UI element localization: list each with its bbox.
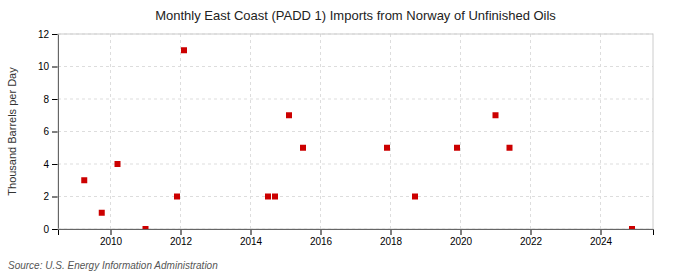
tick-mark (461, 229, 462, 235)
point (272, 194, 278, 200)
x-axis: 2010 2012 2014 2016 2018 2020 2022 2024 (59, 229, 654, 247)
tick: 4 (43, 159, 58, 170)
axis-line (59, 230, 654, 236)
tick-mark (601, 229, 602, 235)
point (115, 161, 121, 167)
point (174, 194, 180, 200)
tick-mark (111, 229, 112, 235)
tick-mark (181, 229, 182, 235)
point (81, 177, 87, 183)
tick-label: 2010 (100, 236, 123, 247)
tick-label: 2012 (170, 236, 193, 247)
point (629, 226, 635, 229)
tick-label: 2022 (520, 236, 543, 247)
grid (58, 34, 653, 229)
tick-mark (52, 197, 58, 198)
grid-line (320, 34, 321, 229)
y-axis-title: Thousand Barrels per Day (6, 67, 18, 196)
tick-mark (52, 67, 58, 68)
tick-label: 2020 (450, 236, 473, 247)
tick-label: 10 (38, 61, 50, 72)
plot-frame (58, 34, 653, 229)
grid-line (58, 131, 653, 132)
tick: 2 (43, 191, 58, 202)
points (81, 47, 635, 229)
point (181, 47, 187, 53)
point (286, 112, 292, 118)
point (507, 145, 513, 151)
point (143, 226, 149, 229)
tick-label: 0 (43, 224, 49, 235)
tick: 0 (43, 224, 58, 235)
tick: 2014 (240, 229, 263, 247)
tick-mark (52, 34, 58, 35)
tick-label: 2016 (310, 236, 333, 247)
tick-label: 8 (43, 94, 49, 105)
tick-mark (52, 229, 58, 230)
tick-mark (52, 164, 58, 165)
point (384, 145, 390, 151)
tick-mark (52, 99, 58, 100)
tick-label: 2024 (590, 236, 613, 247)
tick: 10 (38, 61, 58, 72)
tick: 2012 (170, 229, 193, 247)
point (99, 210, 105, 216)
grid-line (530, 34, 531, 229)
point (493, 112, 499, 118)
tick: 8 (43, 94, 58, 105)
tick: 2024 (590, 229, 613, 247)
tick: 6 (43, 126, 58, 137)
point (265, 194, 271, 200)
chart: 2010 2012 2014 2016 2018 2020 2022 2024 0 2 4 6 8 10 1… (0, 0, 675, 275)
grid-line (58, 99, 653, 100)
tick-label: 4 (43, 159, 49, 170)
tick-label: 12 (38, 29, 50, 40)
grid-line (58, 66, 653, 67)
tick: 2022 (520, 229, 543, 247)
tick: 2018 (380, 229, 403, 247)
tick: 2010 (100, 229, 123, 247)
tick-label: 2014 (240, 236, 263, 247)
tick-mark (251, 229, 252, 235)
point (454, 145, 460, 151)
plot: 2010 2012 2014 2016 2018 2020 2022 2024 0 2 4 6 8 10 1… (38, 29, 654, 247)
tick-mark (391, 229, 392, 235)
tick-mark (52, 132, 58, 133)
tick: 2020 (450, 229, 473, 247)
tick-label: 6 (43, 126, 49, 137)
grid-line (58, 164, 653, 165)
y-axis: 0 2 4 6 8 10 12 (38, 29, 59, 235)
tick: 12 (38, 29, 58, 40)
tick-mark (321, 229, 322, 235)
point (412, 194, 418, 200)
title: Monthly East Coast (PADD 1) Imports from… (155, 8, 556, 23)
grid-line (58, 196, 653, 197)
tick: 2016 (310, 229, 333, 247)
grid-line (110, 34, 111, 229)
tick-label: 2 (43, 191, 49, 202)
tick-mark (531, 229, 532, 235)
point (300, 145, 306, 151)
tick-label: 2018 (380, 236, 403, 247)
source: Source: U.S. Energy Information Administ… (8, 260, 218, 271)
